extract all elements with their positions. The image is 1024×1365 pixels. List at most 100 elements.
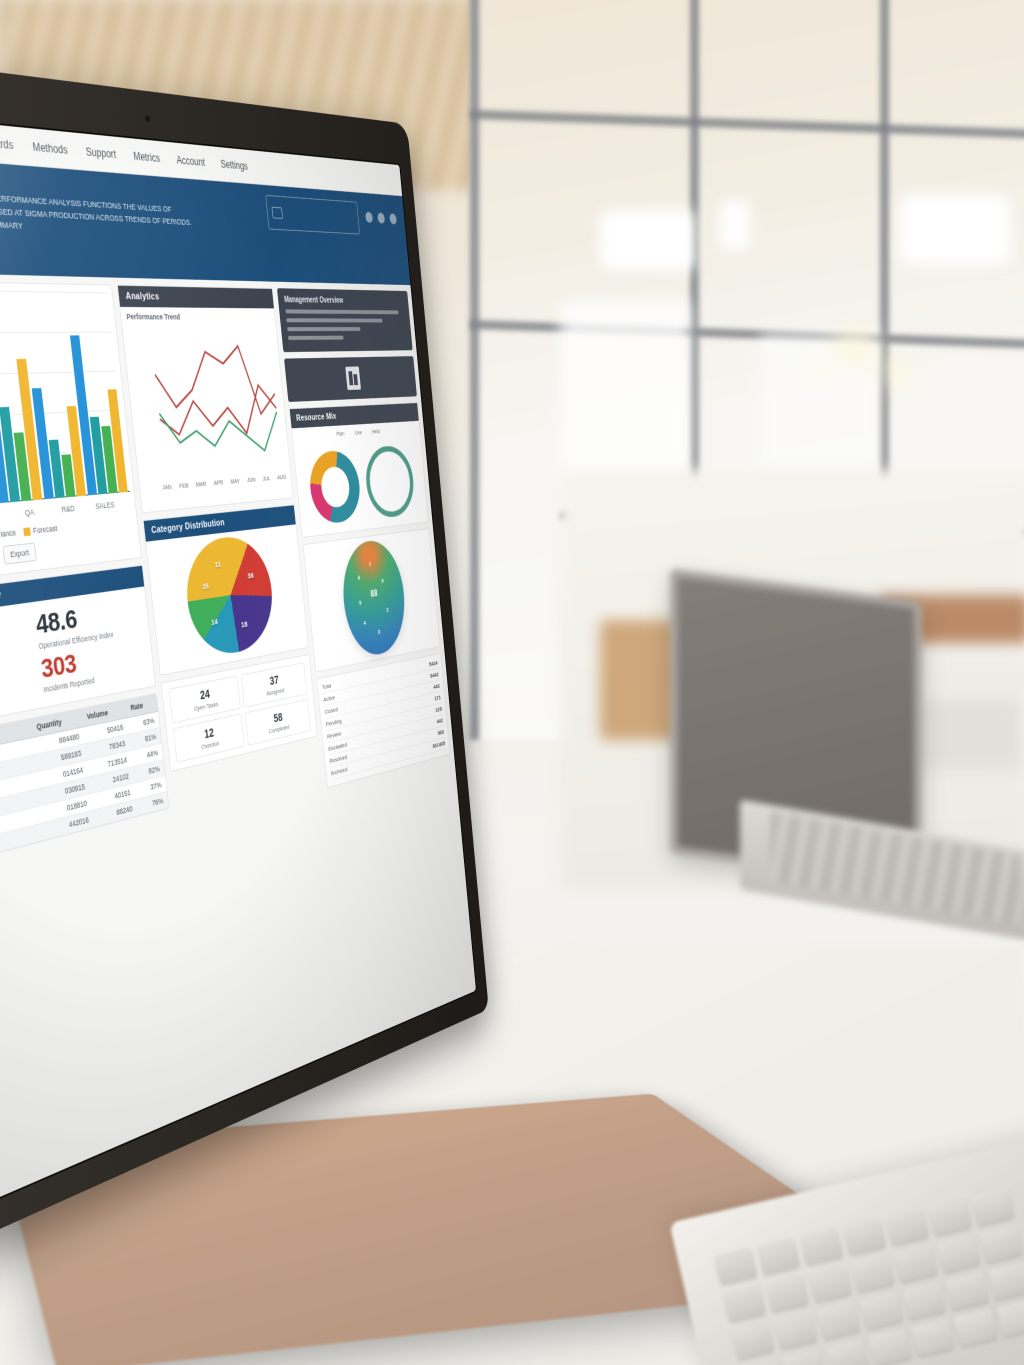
management-panel-body: Management Overview	[278, 289, 412, 351]
x-axis-tick: JUL	[262, 474, 271, 483]
menu-item-metrics[interactable]: Metrics	[132, 149, 161, 165]
skeleton-line	[287, 327, 361, 332]
x-axis-tick: JAN	[161, 482, 172, 492]
management-panel-title: Management Overview	[283, 295, 344, 306]
x-axis-tick: MAR	[195, 479, 207, 489]
metric-value: 225	[435, 705, 443, 714]
metric-value: 9442	[429, 671, 439, 680]
menu-item-account[interactable]: Account	[175, 153, 206, 169]
line-chart-card: Analytics Performance Trend	[117, 284, 294, 514]
webcam-icon	[143, 113, 152, 124]
kpi-item: 10603 Quality Inspections	[0, 657, 37, 719]
x-axis-tick: QA	[24, 507, 35, 518]
metric-name: Pending	[325, 717, 342, 728]
metric-value: 171	[434, 694, 442, 702]
window-highlight	[720, 200, 750, 250]
pie-slice-label: 14	[210, 616, 219, 627]
x-axis-tick: APR	[213, 478, 224, 487]
main-laptop: Report Summary Standards Methods Support…	[0, 48, 922, 1365]
search-input[interactable]	[265, 194, 360, 235]
bubble-center-label: 88	[370, 587, 378, 600]
x-axis-tick: FEB	[178, 481, 189, 490]
metric-value: 443	[433, 682, 440, 691]
search-icon	[271, 206, 283, 219]
window-highlight	[560, 300, 690, 480]
donut-chart-idle	[363, 444, 417, 520]
metric-value: 983	[437, 728, 445, 737]
bubble-point-label: 2	[386, 605, 389, 613]
x-axis-tick: SALES	[95, 500, 115, 511]
donut-label-plan: Plan	[336, 429, 345, 438]
pie-slice-label: 26	[201, 580, 210, 591]
donut-label-held: Held	[371, 427, 381, 436]
donut-chart-mix	[306, 449, 363, 526]
legend-swatch	[22, 526, 31, 536]
icon-panel-body	[285, 357, 417, 401]
share-icon[interactable]	[389, 213, 398, 225]
main-laptop-lid: Report Summary Standards Methods Support…	[0, 48, 489, 1248]
mini-stats-card: 24 Open Tasks 37 Assigned 12 Overdue 58 Complet…	[160, 653, 318, 772]
pie-chart: 36 18 14 26 11	[181, 532, 278, 661]
bubble-point-label: 6	[357, 573, 361, 581]
hero-icon-group	[364, 202, 398, 225]
dashboard-app: Report Summary Standards Methods Support…	[0, 108, 476, 1211]
metric-name: Closed	[324, 705, 339, 716]
pie-chart-card: Category Distribution 36 18 14 26 11	[142, 504, 309, 676]
kpi-label: Quality Inspections	[0, 687, 37, 719]
bubble-point-label: 4	[363, 618, 367, 627]
pendant-light	[838, 330, 872, 364]
metric-name: Active	[323, 693, 336, 704]
icon-panel	[284, 356, 417, 403]
bell-icon[interactable]	[364, 211, 374, 223]
pie-slice-label: 36	[247, 570, 255, 581]
skeleton-line	[285, 309, 399, 315]
user-icon[interactable]	[377, 212, 386, 224]
window-highlight	[900, 195, 1010, 265]
mini-stats-grid: 24 Open Tasks 37 Assigned 12 Overdue 58 Complet…	[162, 655, 318, 771]
metric-value: 442	[436, 716, 444, 725]
bubble-point-label: 3	[377, 627, 381, 636]
pie-chart-wrap: 36 18 14 26 11	[146, 524, 308, 675]
metric-value: 361405	[432, 739, 446, 750]
metric-list: Total 5414 Active 9442 Closed 443 Pending 171 Re…	[317, 654, 450, 788]
donut-label-live: Live	[354, 428, 363, 437]
metric-name: Review	[326, 729, 342, 741]
window-highlight	[600, 210, 695, 270]
line-chart: JAN FEB MAR APR MAY JUN JUL AUG	[122, 321, 293, 512]
line-chart-svg	[145, 325, 287, 482]
events-table-card: Current Events Types Quantity Volume Rat…	[0, 692, 170, 872]
pendant-light	[806, 360, 826, 380]
metric-name: Archived	[330, 765, 348, 777]
mini-stat-card[interactable]: 58 Completed	[244, 698, 311, 746]
legend-label: Forecast	[32, 523, 58, 536]
x-axis-tick: R&D	[61, 503, 75, 515]
menu-item-standards[interactable]: Standards	[0, 134, 15, 152]
blob-wrap: 88 6 5 4 3 2 9 7	[303, 529, 439, 672]
x-axis-tick: JUN	[246, 475, 256, 484]
line-chart-title: Performance Trend	[126, 312, 181, 322]
laptop-screen: Report Summary Standards Methods Support…	[0, 108, 477, 1212]
export-control[interactable]: Export	[2, 542, 37, 565]
events-table: Current Events Types Quantity Volume Rat…	[0, 693, 169, 870]
blob-card: 88 6 5 4 3 2 9 7	[302, 528, 441, 673]
donut-card: Resource Mix Plan Live Held	[289, 402, 429, 538]
window-mullion	[470, 0, 479, 740]
menu-item-methods[interactable]: Methods	[31, 140, 69, 157]
skeleton-line	[286, 318, 383, 323]
menu-item-settings[interactable]: Settings	[220, 158, 249, 173]
pie-slice-label: 18	[240, 619, 248, 630]
legend-label: Variance	[0, 527, 17, 540]
bar-group-container	[0, 289, 128, 510]
x-axis-tick: AUG	[276, 473, 287, 482]
line-chart-header: Analytics	[117, 285, 274, 309]
bubble-point-label: 7	[368, 560, 372, 568]
menu-item-support[interactable]: Support	[85, 145, 117, 161]
metric-value: 5414	[428, 659, 438, 668]
metric-name: Total	[321, 682, 332, 691]
pie-slice-label: 11	[214, 559, 222, 570]
window-mullion	[690, 0, 699, 700]
